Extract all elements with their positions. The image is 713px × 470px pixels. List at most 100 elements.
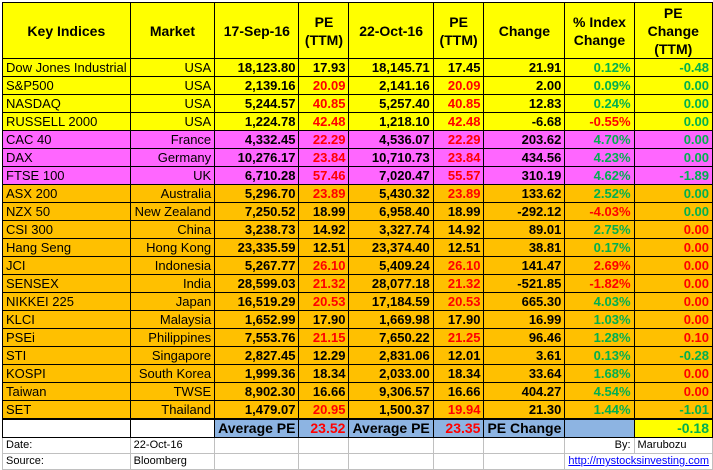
market-name: France — [129, 130, 216, 149]
change-value: 665.30 — [483, 292, 566, 311]
pe-value-2: 20.09 — [432, 76, 485, 95]
pe-change-value: 0.00 — [633, 112, 713, 131]
footer-link[interactable]: http://mystocksinvesting.com — [564, 453, 713, 470]
pe-change-value: 0.00 — [633, 94, 713, 113]
pe-change-value: -1.01 — [633, 400, 713, 420]
table-row: FTSE 100 UK 6,710.28 57.46 7,020.47 55.57 310.… — [2, 166, 713, 185]
change-value: 133.62 — [483, 184, 566, 203]
change-value: 21.91 — [483, 58, 566, 77]
change-value: 33.64 — [483, 364, 566, 383]
pe-value-2: 17.45 — [432, 58, 485, 77]
market-name: India — [129, 274, 216, 293]
avg-pe-label-2: Average PE — [348, 418, 434, 438]
table-row: ASX 200 Australia 5,296.70 23.89 5,430.32 23.… — [2, 184, 713, 203]
header-change: Change — [483, 2, 566, 59]
change-value: -292.12 — [483, 202, 566, 221]
index-value-2: 28,077.18 — [348, 274, 434, 293]
index-name: ASX 200 — [2, 184, 131, 203]
index-value-1: 16,519.29 — [214, 292, 300, 311]
index-name: RUSSELL 2000 — [2, 112, 131, 131]
index-value-2: 2,141.16 — [348, 76, 434, 95]
header-row: Key Indices Market 17-Sep-16 PE (TTM) 22… — [2, 2, 713, 59]
index-value-2: 4,536.07 — [348, 130, 434, 149]
header-pe-2: PE (TTM) — [432, 2, 485, 59]
pct-change-value: -0.55% — [564, 112, 635, 131]
table-row: JCI Indonesia 5,267.77 26.10 5,409.24 26.10 14… — [2, 256, 713, 275]
pe-value-2: 55.57 — [432, 166, 485, 185]
footer-row-1: Date: 22-Oct-16 By: Marubozu — [2, 437, 713, 454]
market-name: Thailand — [129, 400, 216, 420]
index-value-2: 1,669.98 — [348, 310, 434, 329]
pe-value-1: 17.90 — [298, 310, 350, 329]
avg-pe-value-2: 23.35 — [432, 418, 485, 438]
pe-value-1: 14.92 — [298, 220, 350, 239]
index-value-1: 1,999.36 — [214, 364, 300, 383]
pe-value-1: 16.66 — [298, 382, 350, 401]
index-value-1: 7,250.52 — [214, 202, 300, 221]
index-name: DAX — [2, 148, 131, 167]
pe-value-1: 23.84 — [298, 148, 350, 167]
table-row: Taiwan TWSE 8,902.30 16.66 9,306.57 16.66 404.… — [2, 382, 713, 401]
index-value-2: 23,374.40 — [348, 238, 434, 257]
table-row: STI Singapore 2,827.45 12.29 2,831.06 12.01 3.… — [2, 346, 713, 365]
market-name: USA — [129, 58, 216, 77]
market-name: Philippines — [129, 328, 216, 347]
pe-value-2: 18.34 — [432, 364, 485, 383]
table-row: CAC 40 France 4,332.45 22.29 4,536.07 22.29 20… — [2, 130, 713, 149]
market-name: Indonesia — [129, 256, 216, 275]
table-row: RUSSELL 2000 USA 1,224.78 42.48 1,218.10 42.4… — [2, 112, 713, 131]
pe-value-2: 17.90 — [432, 310, 485, 329]
header-key-indices: Key Indices — [2, 2, 131, 59]
pe-change-value: 0.00 — [633, 202, 713, 221]
index-value-2: 2,831.06 — [348, 346, 434, 365]
pe-change-value: 0.00 — [633, 382, 713, 401]
pct-change-value: 0.17% — [564, 238, 635, 257]
pe-change-value: 0.00 — [633, 292, 713, 311]
market-name: Australia — [129, 184, 216, 203]
pe-change-value: 0.00 — [633, 364, 713, 383]
table-row: KOSPI South Korea 1,999.36 18.34 2,033.00 18.… — [2, 364, 713, 383]
pct-change-value: 1.68% — [564, 364, 635, 383]
pct-change-value: -1.82% — [564, 274, 635, 293]
index-value-1: 5,244.57 — [214, 94, 300, 113]
index-value-1: 2,139.16 — [214, 76, 300, 95]
pe-value-2: 40.85 — [432, 94, 485, 113]
header-market: Market — [129, 2, 216, 59]
index-name: Taiwan — [2, 382, 131, 401]
pe-value-1: 20.53 — [298, 292, 350, 311]
table-row: CSI 300 China 3,238.73 14.92 3,327.74 14.92 89… — [2, 220, 713, 239]
index-name: STI — [2, 346, 131, 365]
pct-change-value: -4.03% — [564, 202, 635, 221]
footer-source-label: Source: — [2, 453, 131, 470]
pe-value-2: 14.92 — [432, 220, 485, 239]
market-name: USA — [129, 94, 216, 113]
pe-change-value: 0.00 — [633, 274, 713, 293]
market-name: China — [129, 220, 216, 239]
pe-value-2: 21.32 — [432, 274, 485, 293]
pe-value-1: 57.46 — [298, 166, 350, 185]
pct-change-value: 0.24% — [564, 94, 635, 113]
change-value: 38.81 — [483, 238, 566, 257]
index-name: S&P500 — [2, 76, 131, 95]
change-value: 96.46 — [483, 328, 566, 347]
index-value-1: 1,652.99 — [214, 310, 300, 329]
market-name: Germany — [129, 148, 216, 167]
pct-change-value: 0.12% — [564, 58, 635, 77]
market-name: USA — [129, 76, 216, 95]
pct-change-value: 2.75% — [564, 220, 635, 239]
market-name: New Zealand — [129, 202, 216, 221]
index-value-1: 2,827.45 — [214, 346, 300, 365]
pe-value-1: 40.85 — [298, 94, 350, 113]
summary-empty-1 — [2, 418, 131, 438]
summary-row: Average PE 23.52 Average PE 23.35 PE Cha… — [2, 418, 713, 438]
pe-change-value: 0.00 — [633, 148, 713, 167]
footer-date-label: Date: — [2, 437, 131, 454]
table-row: Hang Seng Hong Kong 23,335.59 12.51 23,374.4… — [2, 238, 713, 257]
pe-value-1: 12.51 — [298, 238, 350, 257]
pe-value-1: 12.29 — [298, 346, 350, 365]
pct-change-value: 4.70% — [564, 130, 635, 149]
index-name: NASDAQ — [2, 94, 131, 113]
index-value-2: 7,020.47 — [348, 166, 434, 185]
index-value-2: 5,430.32 — [348, 184, 434, 203]
header-date-1: 17-Sep-16 — [214, 2, 300, 59]
